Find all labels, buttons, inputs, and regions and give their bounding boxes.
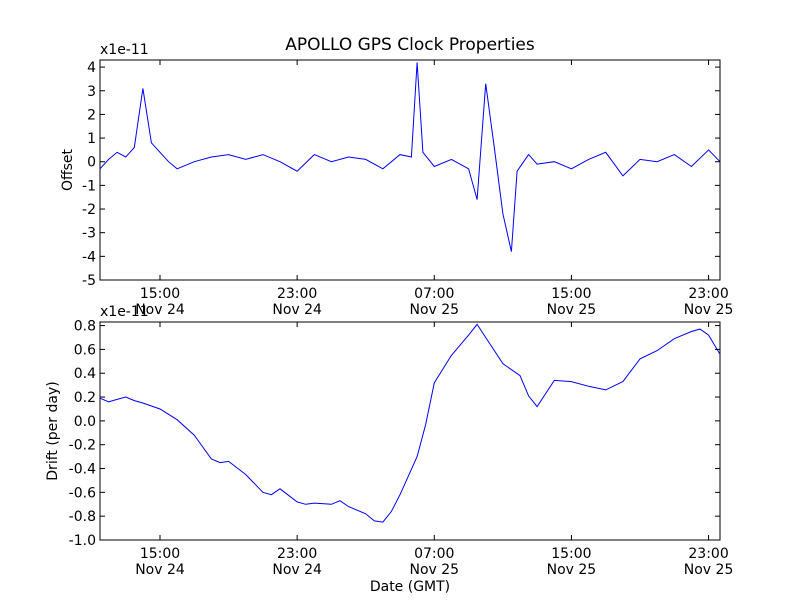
y-tick-label: -4 xyxy=(82,249,96,265)
x-tick-label-date: Nov 25 xyxy=(547,562,597,578)
x-tick-label-date: Nov 25 xyxy=(409,302,459,318)
y-tick-label: -0.6 xyxy=(69,485,96,501)
y-tick-label: -0.2 xyxy=(69,438,96,454)
y-tick-label: 0 xyxy=(87,155,96,171)
y-tick-label: -1 xyxy=(82,178,96,194)
y-tick-label: 0.6 xyxy=(74,342,96,358)
x-tick-label-date: Nov 24 xyxy=(272,302,322,318)
x-tick-label-time: 07:00 xyxy=(414,546,454,562)
x-axis-label: Date (GMT) xyxy=(370,579,450,595)
x-tick-label-time: 23:00 xyxy=(688,286,728,302)
axis-multiplier: x1e-11 xyxy=(100,304,149,320)
x-tick-label-time: 15:00 xyxy=(140,546,180,562)
drift-plot: -1.0 -0.8 -0.6 -0.4 -0.2 0.0 0.2 0.4 0.6 0.8 15:00… xyxy=(45,304,733,595)
x-tick-label-date: Nov 24 xyxy=(272,562,322,578)
y-tick-label: 0.4 xyxy=(74,366,96,382)
axis-multiplier: x1e-11 xyxy=(100,42,149,58)
x-tick-label-date: Nov 25 xyxy=(547,302,597,318)
y-tick-label: 1 xyxy=(87,131,96,147)
y-tick-label: -0.4 xyxy=(69,462,96,478)
y-tick-label: -2 xyxy=(82,202,96,218)
x-tick-label-time: 15:00 xyxy=(140,286,180,302)
series-line xyxy=(99,62,721,252)
y-tick-label: 0.2 xyxy=(74,390,96,406)
y-tick-label: 4 xyxy=(87,60,96,76)
y-tick-label: -5 xyxy=(82,273,96,289)
y-tick-label: 3 xyxy=(87,84,96,100)
y-tick-label: 0.0 xyxy=(74,414,96,430)
chart-title: APOLLO GPS Clock Properties xyxy=(285,35,535,55)
x-tick-label-date: Nov 25 xyxy=(684,302,734,318)
x-tick-label-date: Nov 25 xyxy=(684,562,734,578)
x-tick-label-time: 07:00 xyxy=(414,286,454,302)
y-tick-label: -3 xyxy=(82,226,96,242)
x-tick-label-date: Nov 24 xyxy=(135,562,185,578)
y-tick-label: -0.8 xyxy=(69,509,96,525)
y-tick-label: 2 xyxy=(87,107,96,123)
x-tick-label-time: 23:00 xyxy=(277,286,317,302)
axes-frame xyxy=(99,59,721,281)
axes-frame xyxy=(99,321,721,541)
y-tick-label: 0.8 xyxy=(74,319,96,335)
x-tick-label-time: 23:00 xyxy=(277,546,317,562)
x-tick-label-date: Nov 24 xyxy=(135,302,185,318)
y-axis-label: Offset xyxy=(60,148,76,191)
series-line xyxy=(99,323,721,523)
y-axis-label: Drift (per day) xyxy=(45,381,61,480)
x-tick-label-time: 23:00 xyxy=(688,546,728,562)
x-tick-label-date: Nov 25 xyxy=(409,562,459,578)
y-tick-label: -1.0 xyxy=(69,533,96,549)
x-tick-label-time: 15:00 xyxy=(551,286,591,302)
x-tick-label-time: 15:00 xyxy=(551,546,591,562)
